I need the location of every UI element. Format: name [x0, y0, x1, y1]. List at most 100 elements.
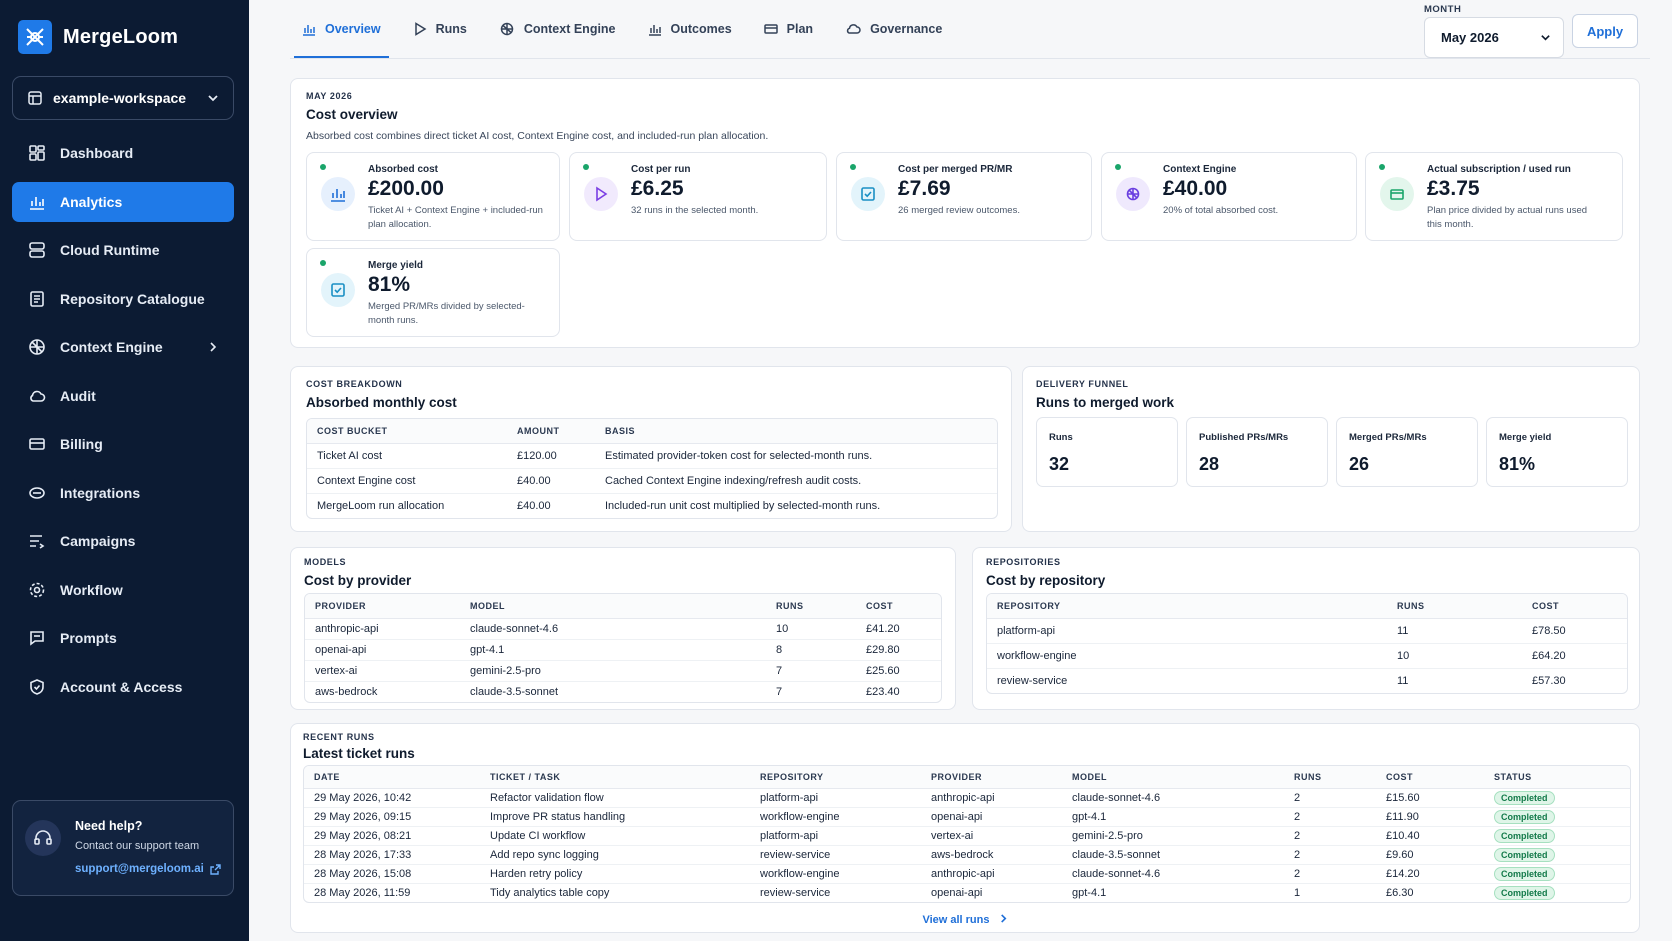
status-dot [1379, 164, 1385, 170]
sidebar-item-context-engine[interactable]: Context Engine [12, 327, 234, 367]
overview-description: Absorbed cost combines direct ticket AI … [306, 130, 769, 142]
month-select[interactable]: May 2026 [1424, 17, 1564, 58]
table-row[interactable]: 28 May 2026, 15:08 Harden retry policy wor… [304, 864, 1630, 884]
cell-provider: vertex-ai [305, 660, 460, 682]
models-panel: MODELS Cost by provider PROVIDER MODEL R… [290, 547, 956, 710]
cell-cost: £23.40 [866, 685, 900, 698]
cell-runs: 2 [1284, 788, 1376, 808]
recent-runs-table: DATE TICKET / TASK REPOSITORY PROVIDER M… [303, 765, 1631, 903]
sidebar-item-label: Billing [60, 436, 103, 452]
card-icon [29, 438, 45, 450]
sidebar-item-workflow[interactable]: Workflow [12, 570, 234, 610]
funnel-value: 32 [1049, 454, 1070, 474]
status-badge: Completed [1494, 790, 1555, 805]
help-card: Need help? Contact our support team supp… [12, 800, 234, 896]
sidebar-item-label: Account & Access [60, 678, 183, 695]
sidebar-item-analytics[interactable]: Analytics [12, 181, 234, 222]
gear-icon [29, 582, 45, 597]
status-dot [320, 164, 326, 170]
column-header: COST [1376, 766, 1484, 789]
sidebar-item-account-access[interactable]: Account & Access [12, 667, 234, 707]
kpi-note: Plan price divided by actual runs used t… [1427, 205, 1588, 230]
brand[interactable]: MergeLoom [18, 20, 178, 54]
column-header: BASIS [595, 419, 997, 444]
shield-icon [30, 678, 44, 695]
tab-runs[interactable]: Runs [401, 0, 479, 58]
workspace-selector[interactable]: example-workspace [12, 76, 234, 120]
cell-provider: openai-api [921, 807, 1062, 827]
cell-model: gemini-2.5-pro [1062, 826, 1284, 846]
funnel-label: Merge yield [1499, 432, 1552, 443]
sidebar-item-cloud-runtime[interactable]: Cloud Runtime [12, 230, 234, 270]
month-value: May 2026 [1441, 30, 1499, 45]
cell-runs: 10 [766, 618, 856, 640]
repositories-eyebrow: REPOSITORIES [986, 557, 1061, 567]
funnel-label: Merged PRs/MRs [1349, 432, 1427, 443]
kpi-note: Ticket AI + Context Engine + included-ru… [368, 205, 543, 230]
workspace-name: example-workspace [53, 90, 187, 106]
kpi-value: £7.69 [898, 177, 951, 200]
cell-provider: aws-bedrock [315, 685, 378, 698]
table-row[interactable]: 29 May 2026, 08:21 Update CI workflow plat… [304, 826, 1630, 846]
tab-context-engine[interactable]: Context Engine [487, 0, 628, 58]
kpi-note: 32 runs in the selected month. [631, 205, 759, 216]
table-row[interactable]: 28 May 2026, 11:59 Tidy analytics table c… [304, 883, 1630, 902]
kpi-label: Cost per run [631, 164, 691, 175]
funnel-value: 81% [1499, 454, 1536, 474]
kpi-label: Context Engine [1163, 164, 1237, 175]
cell-cost: £9.60 [1376, 845, 1484, 865]
column-header: MODEL [460, 594, 766, 619]
funnel-value: 28 [1199, 454, 1220, 474]
table-row: MergeLoom run allocation £40.00 Included… [307, 493, 997, 518]
tab-governance[interactable]: Governance [833, 0, 954, 58]
table-row[interactable]: 28 May 2026, 17:33 Add repo sync logging r… [304, 845, 1630, 865]
cell-runs: 10 [1387, 643, 1522, 669]
cell-bucket: Context Engine cost [307, 468, 507, 494]
cell-date: 29 May 2026, 08:21 [304, 826, 480, 846]
sidebar-item-prompts[interactable]: Prompts [12, 618, 234, 658]
support-email-link[interactable]: support@mergeloom.ai [75, 863, 221, 875]
sidebar-item-label: Context Engine [60, 339, 163, 355]
sidebar-item-campaigns[interactable]: Campaigns [12, 521, 234, 561]
table-header-row: DATE TICKET / TASK REPOSITORY PROVIDER M… [304, 766, 1630, 789]
funnel-published: Published PRs/MRs 28 [1186, 417, 1328, 487]
cell-runs: 8 [766, 639, 856, 661]
view-all-runs-link[interactable]: View all runs [291, 914, 1639, 926]
sidebar-item-repository-catalogue[interactable]: Repository Catalogue [12, 279, 234, 319]
cell-basis: Cached Context Engine indexing/refresh a… [595, 468, 997, 494]
sidebar-item-audit[interactable]: Audit [12, 376, 234, 416]
sidebar-item-billing[interactable]: Billing [12, 424, 234, 464]
cell-provider: openai-api [931, 886, 983, 899]
cell-repository: review-service [760, 886, 831, 899]
column-header: RUNS [1284, 766, 1376, 789]
brain-icon [29, 339, 45, 355]
delivery-funnel-panel: DELIVERY FUNNEL Runs to merged work Runs… [1022, 366, 1640, 532]
table-row: anthropic-api claude-sonnet-4.6 10 £41.20 [305, 618, 941, 640]
cell-cost: £41.20 [856, 618, 941, 640]
cell-provider: vertex-ai [921, 826, 1062, 846]
dashboard-icon [29, 145, 45, 161]
column-header: MODEL [1062, 766, 1284, 789]
models-title: Cost by provider [304, 573, 412, 588]
tab-overview[interactable]: Overview [290, 0, 393, 58]
sidebar-item-dashboard[interactable]: Dashboard [12, 133, 234, 173]
help-title: Need help? [75, 819, 143, 833]
cell-repository: workflow-engine [987, 643, 1387, 669]
cost-overview-panel: MAY 2026 Cost overview Absorbed cost com… [290, 78, 1640, 348]
tab-outcomes[interactable]: Outcomes [636, 0, 744, 58]
column-header: REPOSITORY [987, 594, 1387, 619]
column-header: COST BUCKET [307, 419, 507, 444]
cloud-icon [846, 24, 861, 34]
table-row[interactable]: 29 May 2026, 09:15 Improve PR status hand… [304, 807, 1630, 827]
repositories-panel: REPOSITORIES Cost by repository REPOSITO… [972, 547, 1640, 710]
table-row: aws-bedrock claude-3.5-sonnet 7 £23.40 [305, 681, 941, 702]
funnel-merge-yield: Merge yield 81% [1486, 417, 1628, 487]
apply-button[interactable]: Apply [1572, 14, 1638, 48]
cell-repository: platform-api [987, 618, 1387, 644]
kpi-absorbed-cost: Absorbed cost £200.00 Ticket AI + Contex… [306, 152, 560, 241]
cell-task: Refactor validation flow [480, 788, 750, 808]
table-row[interactable]: 29 May 2026, 10:42 Refactor validation fl… [304, 788, 1630, 808]
sidebar-item-integrations[interactable]: Integrations [12, 473, 234, 513]
cell-task: Harden retry policy [480, 864, 750, 884]
tab-plan[interactable]: Plan [752, 0, 825, 58]
